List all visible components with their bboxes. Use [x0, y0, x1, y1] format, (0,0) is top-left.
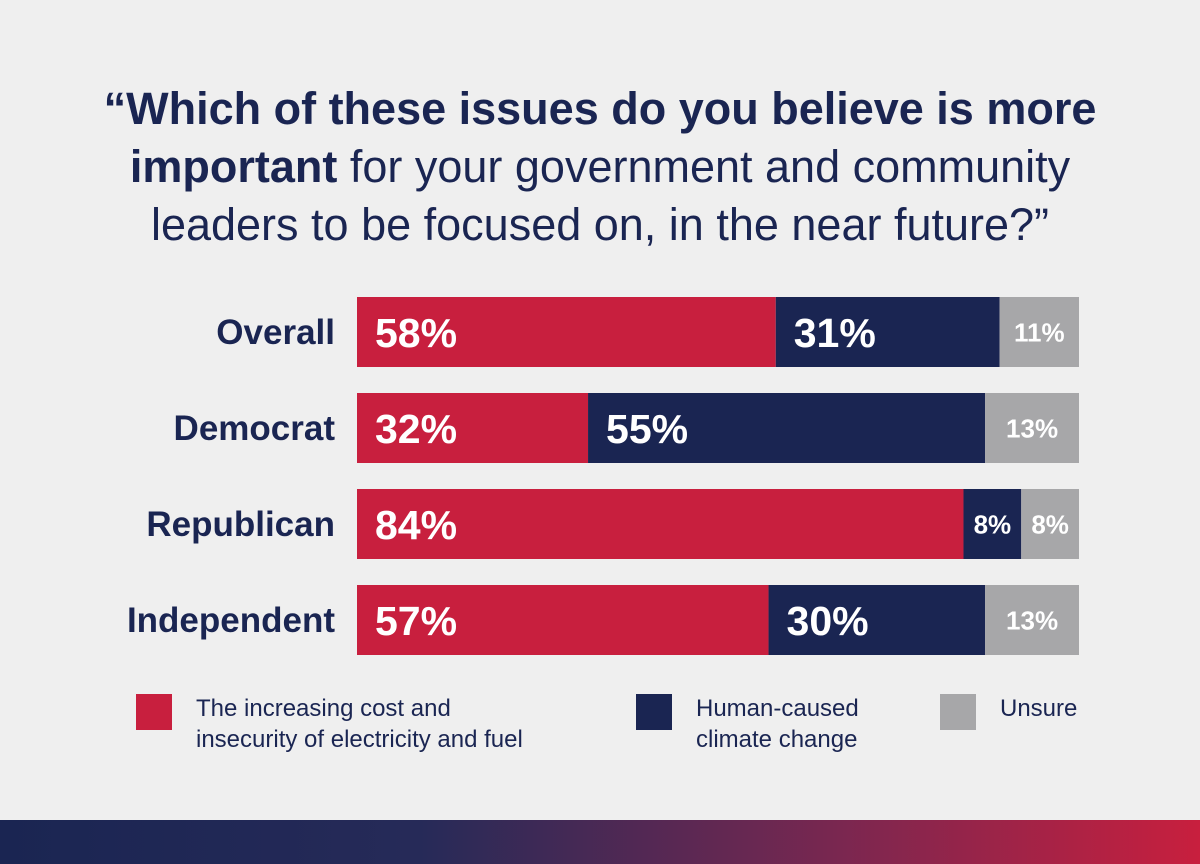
data-label-climate-democrat: 55%	[606, 406, 688, 452]
data-label-cost-republican: 84%	[375, 502, 457, 548]
data-label-unsure-overall: 11%	[1014, 317, 1065, 347]
chart-title-bold: “Which of these issues do you believe is…	[103, 83, 1097, 192]
data-label-climate-republican: 8%	[974, 509, 1012, 539]
bar-climate-republican	[963, 489, 1022, 559]
chart-title-regular: for your government and community leader…	[150, 141, 1071, 250]
bar-cost-overall	[357, 297, 776, 367]
legend-label-climate: Human-caused climate change	[696, 695, 859, 753]
category-label-overall: Overall	[216, 313, 335, 352]
data-label-unsure-republican: 8%	[1031, 509, 1069, 539]
data-label-unsure-democrat: 13%	[1006, 413, 1058, 443]
legend-item-cost: The increasing cost and insecurity of el…	[136, 693, 523, 755]
category-label-democrat: Democrat	[174, 409, 336, 448]
bar-cost-independent	[357, 585, 769, 655]
bar-climate-independent	[768, 585, 986, 655]
stacked-bar-chart: Overall 58% 31% 11% Democrat 32% 55% 13% Republi…	[127, 297, 1079, 655]
legend-label-unsure: Unsure	[1000, 695, 1078, 722]
bar-unsure-democrat	[985, 393, 1079, 463]
data-label-unsure-independent: 13%	[1006, 605, 1058, 635]
legend-item-unsure: Unsure	[940, 693, 1077, 730]
legend-label-cost: The increasing cost and insecurity of el…	[196, 695, 523, 753]
bar-unsure-overall	[999, 297, 1079, 367]
bar-unsure-independent	[985, 585, 1079, 655]
legend-swatch-climate	[636, 694, 672, 730]
data-label-cost-independent: 57%	[375, 598, 457, 644]
chart-title: “Which of these issues do you believe is…	[60, 80, 1140, 254]
legend-swatch-cost	[136, 694, 172, 730]
bar-climate-overall	[775, 297, 1000, 367]
data-label-climate-overall: 31%	[794, 310, 876, 356]
data-label-cost-overall: 58%	[375, 310, 457, 356]
bar-cost-republican	[357, 489, 964, 559]
bar-unsure-republican	[1021, 489, 1079, 559]
legend-item-climate: Human-caused climate change	[636, 693, 859, 755]
data-label-climate-independent: 30%	[787, 598, 869, 644]
bar-cost-democrat	[357, 393, 589, 463]
legend-swatch-unsure	[940, 694, 976, 730]
data-label-cost-democrat: 32%	[375, 406, 457, 452]
category-label-independent: Independent	[127, 601, 335, 640]
footer-gradient-bar	[0, 820, 1200, 864]
bar-climate-democrat	[588, 393, 986, 463]
category-label-republican: Republican	[146, 505, 335, 544]
